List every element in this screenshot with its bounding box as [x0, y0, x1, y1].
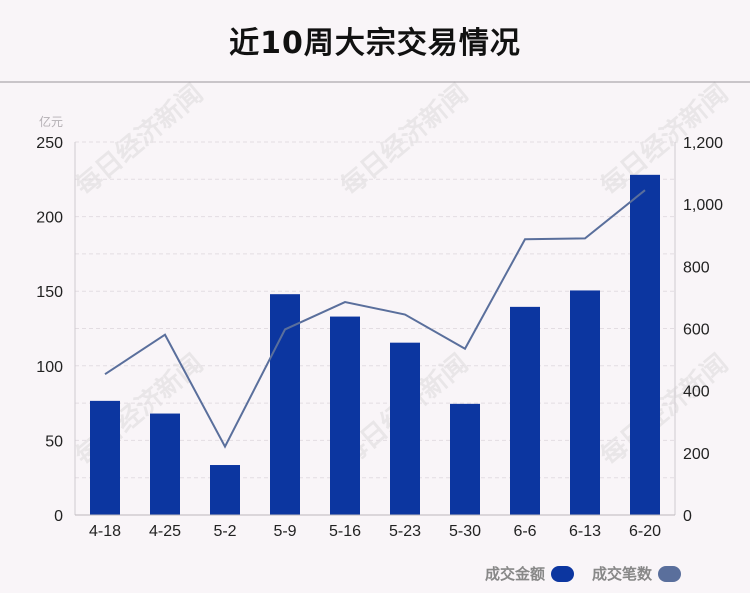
- x-tick-label: 5-30: [449, 523, 481, 540]
- bar: [210, 465, 240, 515]
- x-tick-label: 5-9: [273, 523, 296, 540]
- y-right-tick-label: 0: [683, 508, 692, 525]
- y-left-unit: 亿元: [39, 114, 63, 129]
- y-left-tick-label: 50: [45, 433, 63, 450]
- bar: [330, 316, 360, 515]
- y-right-tick-label: 600: [683, 322, 710, 339]
- y-left-tick-label: 200: [36, 210, 63, 227]
- bar: [570, 290, 600, 515]
- x-tick-label: 6-13: [569, 523, 601, 540]
- title-divider: [0, 81, 750, 83]
- x-tick-label: 6-20: [629, 523, 661, 540]
- y-right-tick-label: 200: [683, 446, 710, 463]
- y-left-tick-label: 100: [36, 359, 63, 376]
- x-tick-label: 6-6: [513, 523, 536, 540]
- bar: [450, 403, 480, 515]
- legend: 成交笔数: [592, 563, 682, 584]
- axis-labels: 0 50 100 150 200 250 亿元 0 200 400 600 800 1,000 1,200…: [36, 114, 723, 540]
- y-right-tick-label: 800: [683, 259, 710, 276]
- line-series: [104, 189, 646, 449]
- chart-title: 近10周大宗交易情况: [229, 26, 521, 61]
- legend: 成交金额: [485, 563, 575, 584]
- y-right-tick-label: 1,000: [683, 197, 723, 214]
- y-left-tick-label: 0: [54, 508, 63, 525]
- x-tick-label: 4-25: [149, 523, 181, 540]
- y-left-tick-label: 150: [36, 284, 63, 301]
- y-right-tick-label: 1,200: [683, 135, 723, 152]
- y-right-tick-label: 400: [683, 384, 710, 401]
- legend-swatch-amount: [551, 565, 575, 582]
- legend-label-count: 成交笔数: [592, 565, 653, 583]
- legend-label-amount: 成交金额: [485, 565, 546, 583]
- bar: [150, 413, 180, 515]
- x-tick-label: 5-16: [329, 523, 361, 540]
- bar: [390, 342, 420, 515]
- legend-swatch-count: [658, 565, 682, 582]
- bar: [90, 400, 120, 515]
- bar: [630, 174, 660, 515]
- series-line: [104, 189, 646, 449]
- x-tick-label: 4-18: [89, 523, 121, 540]
- x-tick-label: 5-23: [389, 523, 421, 540]
- bar-series: [90, 174, 660, 515]
- y-left-tick-label: 250: [36, 135, 63, 152]
- x-tick-label: 5-2: [213, 523, 236, 540]
- bar: [510, 306, 540, 515]
- axes: [74, 142, 676, 516]
- bar: [270, 294, 300, 515]
